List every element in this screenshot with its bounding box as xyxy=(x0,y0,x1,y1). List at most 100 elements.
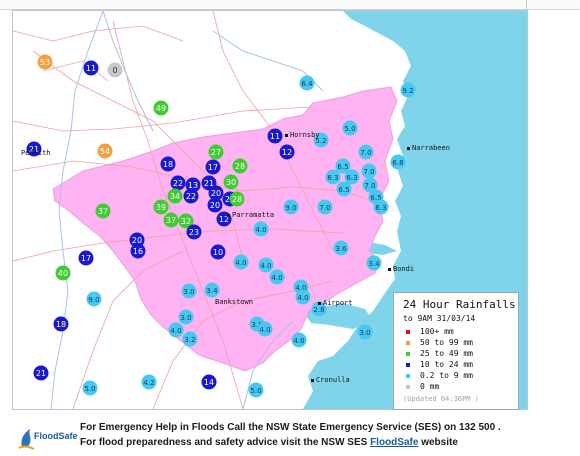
rainfall-station[interactable]: 37 xyxy=(163,212,179,228)
station-marker[interactable] xyxy=(269,269,285,285)
rainfall-station[interactable]: 0 xyxy=(107,62,123,78)
station-marker[interactable] xyxy=(210,244,226,260)
station-marker[interactable] xyxy=(204,282,220,298)
rainfall-station[interactable]: 34 xyxy=(167,188,183,204)
rainfall-station[interactable]: 3.0 xyxy=(178,309,194,325)
rainfall-station[interactable]: 3.2 xyxy=(182,331,198,347)
rainfall-station[interactable]: 4.0 xyxy=(168,322,184,338)
station-marker[interactable] xyxy=(55,265,71,281)
rainfall-station[interactable]: 6.3 xyxy=(344,169,360,185)
station-marker[interactable] xyxy=(291,332,307,348)
station-marker[interactable] xyxy=(181,283,197,299)
rainfall-station[interactable]: 9.0 xyxy=(283,199,299,215)
rainfall-station[interactable]: 28 xyxy=(232,158,248,174)
rainfall-station[interactable]: 4.0 xyxy=(253,221,269,237)
rainfall-station[interactable]: 21 xyxy=(33,365,49,381)
rainfall-station[interactable]: 4.0 xyxy=(233,254,249,270)
station-marker[interactable] xyxy=(325,169,341,185)
rainfall-station[interactable]: 7.0 xyxy=(358,144,374,160)
rainfall-station[interactable]: 6.3 xyxy=(325,169,341,185)
rainfall-station[interactable]: 28 xyxy=(229,191,245,207)
rainfall-station[interactable]: 7.0 xyxy=(361,163,377,179)
station-marker[interactable] xyxy=(400,82,416,98)
station-marker[interactable] xyxy=(299,75,315,91)
rainfall-station[interactable]: 4.0 xyxy=(295,289,311,305)
station-marker[interactable] xyxy=(283,199,299,215)
rainfall-station[interactable]: 3.4 xyxy=(366,255,382,271)
rainfall-station[interactable]: 9.2 xyxy=(400,82,416,98)
station-marker[interactable] xyxy=(205,159,221,175)
station-marker[interactable] xyxy=(170,175,186,191)
station-marker[interactable] xyxy=(342,120,358,136)
rainfall-station[interactable]: 20 xyxy=(208,185,224,201)
station-marker[interactable] xyxy=(201,374,217,390)
station-marker[interactable] xyxy=(267,128,283,144)
station-marker[interactable] xyxy=(333,240,349,256)
station-marker[interactable] xyxy=(311,301,327,317)
station-marker[interactable] xyxy=(232,158,248,174)
rainfall-station[interactable]: 54 xyxy=(97,143,113,159)
station-marker[interactable] xyxy=(86,291,102,307)
rainfall-station[interactable]: 2.8 xyxy=(311,301,327,317)
rainfall-station[interactable]: 4.0 xyxy=(257,321,273,337)
rainfall-station[interactable]: 5.2 xyxy=(313,132,329,148)
rainfall-station[interactable]: 18 xyxy=(160,156,176,172)
station-marker[interactable] xyxy=(336,181,352,197)
station-marker[interactable] xyxy=(279,144,295,160)
station-marker[interactable] xyxy=(313,132,329,148)
station-marker[interactable] xyxy=(37,54,53,70)
rainfall-station[interactable]: 39 xyxy=(153,199,169,215)
rainfall-station[interactable]: 4.2 xyxy=(141,374,157,390)
station-marker[interactable] xyxy=(344,169,360,185)
rainfall-station[interactable]: 3.0 xyxy=(357,324,373,340)
station-marker[interactable] xyxy=(362,177,378,193)
station-marker[interactable] xyxy=(335,158,351,174)
station-marker[interactable] xyxy=(186,224,202,240)
rainfall-station[interactable]: 18 xyxy=(53,316,69,332)
rainfall-station[interactable]: 12 xyxy=(279,144,295,160)
station-marker[interactable] xyxy=(361,163,377,179)
rainfall-station[interactable]: 5.0 xyxy=(82,380,98,396)
station-marker[interactable] xyxy=(33,365,49,381)
station-marker[interactable] xyxy=(208,185,224,201)
station-marker[interactable] xyxy=(207,197,223,213)
station-marker[interactable] xyxy=(183,188,199,204)
floodsafe-link[interactable]: FloodSafe xyxy=(370,437,419,448)
station-marker[interactable] xyxy=(153,100,169,116)
station-marker[interactable] xyxy=(257,321,273,337)
station-marker[interactable] xyxy=(163,212,179,228)
rainfall-station[interactable]: 3.0 xyxy=(181,283,197,299)
station-marker[interactable] xyxy=(229,191,245,207)
rainfall-station[interactable]: 6.5 xyxy=(336,181,352,197)
rainfall-station[interactable]: 17 xyxy=(78,250,94,266)
station-marker[interactable] xyxy=(83,60,99,76)
rainfall-station[interactable]: 23 xyxy=(186,224,202,240)
rainfall-station[interactable]: 30 xyxy=(223,174,239,190)
rainfall-station[interactable]: 10 xyxy=(210,244,226,260)
rainfall-station[interactable]: 40 xyxy=(55,265,71,281)
station-marker[interactable] xyxy=(253,221,269,237)
station-marker[interactable] xyxy=(141,374,157,390)
rainfall-station[interactable]: 11 xyxy=(83,60,99,76)
station-marker[interactable] xyxy=(357,324,373,340)
rainfall-station[interactable]: 6.3 xyxy=(373,199,389,215)
rainfall-station[interactable]: 20 xyxy=(129,232,145,248)
rainfall-station[interactable]: 20 xyxy=(207,197,223,213)
station-marker[interactable] xyxy=(208,144,224,160)
rainfall-station[interactable]: 22 xyxy=(183,188,199,204)
rainfall-station[interactable]: 4.0 xyxy=(291,332,307,348)
station-marker[interactable] xyxy=(129,232,145,248)
rainfall-station[interactable]: 14 xyxy=(201,374,217,390)
rainfall-station[interactable]: 32 xyxy=(178,213,194,229)
rainfall-station[interactable]: 16 xyxy=(130,243,146,259)
rainfall-station[interactable]: 4.0 xyxy=(269,269,285,285)
rainfall-station[interactable]: 3.6 xyxy=(333,240,349,256)
station-marker[interactable] xyxy=(130,243,146,259)
station-marker[interactable] xyxy=(366,255,382,271)
rainfall-station[interactable]: 9.0 xyxy=(86,291,102,307)
station-marker[interactable] xyxy=(258,257,274,273)
rainfall-station[interactable]: 5.0 xyxy=(248,382,264,398)
station-marker[interactable] xyxy=(153,199,169,215)
station-marker[interactable] xyxy=(178,213,194,229)
station-marker[interactable] xyxy=(160,156,176,172)
